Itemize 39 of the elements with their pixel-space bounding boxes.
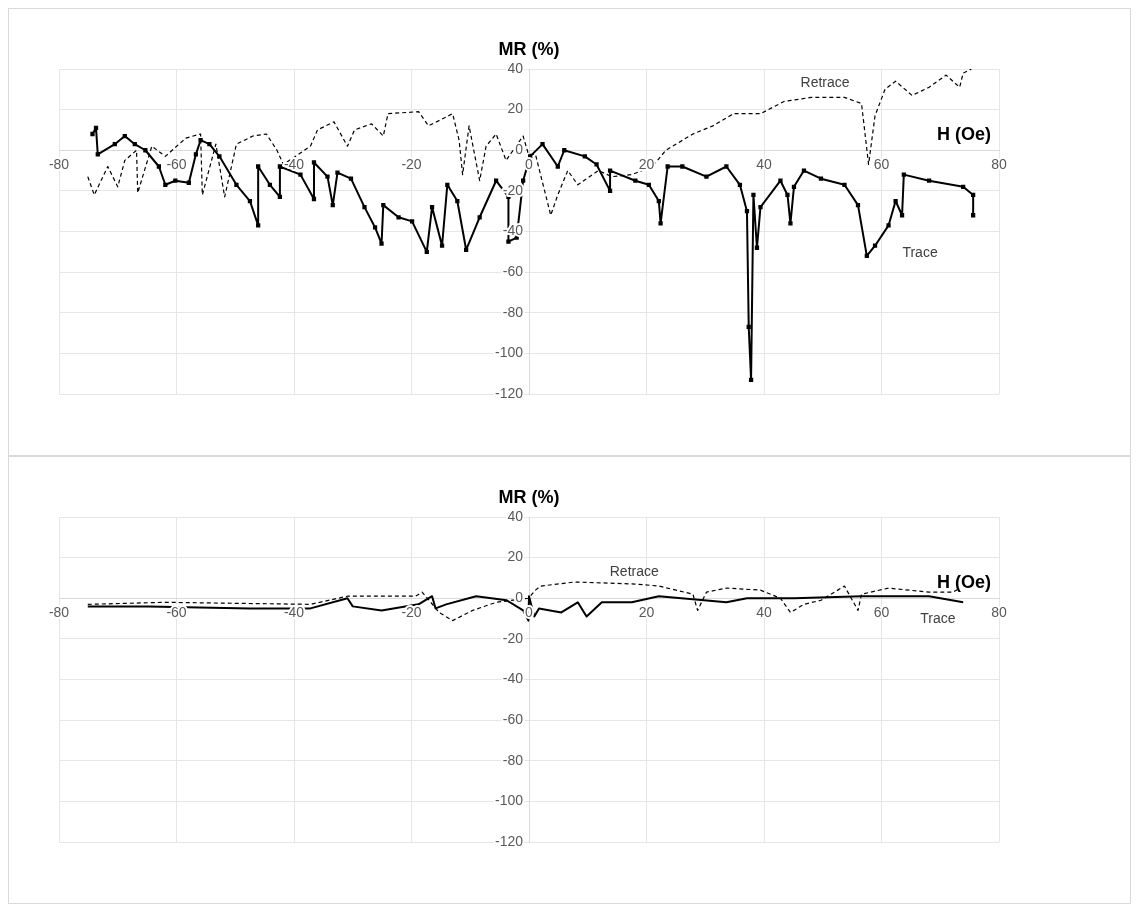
y-tick-label: -40 — [502, 670, 524, 687]
y-tick-label: 0 — [515, 589, 524, 606]
y-tick-label: 20 — [507, 100, 524, 117]
series-label: Trace — [902, 244, 938, 261]
y-tick-label: -80 — [502, 303, 524, 320]
y-tick-label: 0 — [515, 141, 524, 158]
y-tick-label: -120 — [494, 384, 524, 401]
x-tick-label: -80 — [48, 156, 70, 173]
x-axis-title: H (Oe) — [937, 124, 992, 145]
x-tick-label: 20 — [638, 156, 655, 173]
y-tick-label: -80 — [502, 751, 524, 768]
x-tick-label: -20 — [401, 604, 422, 621]
y-tick-label: -100 — [494, 344, 524, 361]
series-label: Retrace — [800, 74, 850, 91]
x-tick-label: 40 — [756, 604, 772, 621]
x-tick-label: -20 — [401, 156, 422, 173]
x-tick-label: 80 — [991, 156, 1007, 173]
y-tick-label: -100 — [494, 792, 524, 809]
series-label: Trace — [920, 610, 956, 627]
y-tick-label: -120 — [494, 832, 524, 849]
x-tick-label: 40 — [756, 156, 772, 173]
x-tick-label: 80 — [991, 604, 1007, 621]
y-tick-label: 40 — [507, 507, 524, 524]
y-tick-label: -60 — [502, 262, 524, 279]
x-tick-label: -60 — [166, 156, 187, 173]
series-label: Retrace — [609, 562, 659, 579]
x-tick-label: -80 — [48, 604, 70, 621]
y-tick-label: -20 — [502, 629, 524, 646]
x-tick-label: -60 — [166, 604, 187, 621]
y-tick-label: 20 — [507, 548, 524, 565]
x-tick-label: 60 — [873, 156, 890, 173]
x-tick-label: 20 — [638, 604, 655, 621]
x-tick-label: -40 — [283, 156, 305, 173]
y-tick-label: 40 — [507, 59, 524, 76]
y-axis-title: MR (%) — [498, 486, 560, 507]
y-tick-label: -60 — [502, 710, 524, 727]
y-axis-title: MR (%) — [498, 38, 560, 59]
x-axis-title: H (Oe) — [937, 572, 992, 593]
x-tick-label: 60 — [873, 604, 890, 621]
